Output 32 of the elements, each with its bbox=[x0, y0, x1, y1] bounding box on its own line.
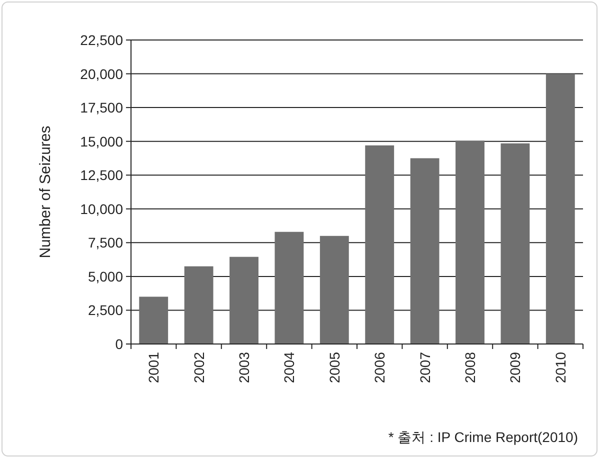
bar bbox=[546, 74, 575, 344]
x-tick-label: 2009 bbox=[507, 352, 524, 384]
y-tick-label: 0 bbox=[115, 336, 124, 352]
x-tick-label: 2006 bbox=[372, 352, 388, 384]
y-tick-label: 17,500 bbox=[80, 100, 124, 116]
y-tick-label: 15,000 bbox=[80, 133, 124, 150]
x-tick-label: 2005 bbox=[326, 352, 342, 384]
y-tick-label: 7,500 bbox=[88, 234, 124, 251]
x-tick-label: 2004 bbox=[281, 352, 298, 384]
bar bbox=[410, 158, 440, 344]
x-tick-label: 2003 bbox=[236, 352, 252, 384]
bar bbox=[184, 266, 214, 344]
bar bbox=[320, 236, 349, 344]
x-tick-label: 2010 bbox=[552, 352, 568, 384]
text: * 출처 : IP Crime Report(2010) bbox=[388, 429, 578, 445]
y-tick-label: 22,500 bbox=[80, 32, 124, 48]
x-tick-label: 2001 bbox=[146, 352, 162, 384]
y-tick-label: 20,000 bbox=[80, 66, 124, 82]
y-tick-label: 10,000 bbox=[80, 200, 124, 217]
y-tick-label: 5,000 bbox=[88, 268, 124, 284]
bar bbox=[456, 140, 484, 344]
x-tick-label: 2008 bbox=[462, 352, 478, 384]
bar bbox=[274, 232, 304, 344]
y-axis-title: Number of Seizures bbox=[37, 126, 54, 258]
bar bbox=[139, 296, 168, 344]
bar bbox=[500, 143, 530, 344]
y-tick-label: 2,500 bbox=[88, 302, 124, 318]
y-tick-label: 12,500 bbox=[80, 167, 124, 184]
x-tick-label: 2007 bbox=[416, 352, 433, 384]
x-tick-label: 2002 bbox=[190, 352, 207, 384]
bar bbox=[365, 145, 394, 344]
bar bbox=[230, 256, 258, 344]
